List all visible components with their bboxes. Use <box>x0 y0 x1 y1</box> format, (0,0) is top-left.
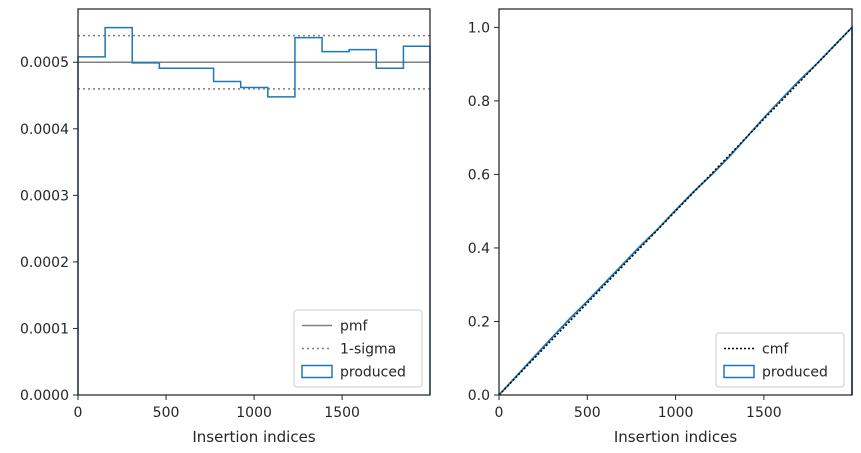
y-tick-label: 0.0005 <box>20 55 69 71</box>
y-tick-label: 0.2 <box>468 314 490 330</box>
y-tick-label: 0.6 <box>468 167 490 183</box>
x-tick-label: 1000 <box>236 405 272 421</box>
x-tick-label: 500 <box>574 405 601 421</box>
legend-handle-produced <box>301 364 333 379</box>
legend: pmf 1-sigma produced <box>293 309 423 388</box>
legend-label-pmf: pmf <box>340 319 369 335</box>
x-tick-label: 0 <box>74 405 83 421</box>
y-tick-label: 0.0 <box>468 388 490 404</box>
y-tick-label: 0.0003 <box>20 188 69 204</box>
legend-label-cmf: cmf <box>762 342 789 358</box>
legend-label-produced: produced <box>340 365 406 381</box>
legend-box <box>715 332 845 388</box>
x-tick-label: 1000 <box>658 405 694 421</box>
y-tick-label: 0.0002 <box>20 255 69 271</box>
legend-label-sigma: 1-sigma <box>340 342 396 358</box>
legend-label-produced: produced <box>762 365 828 381</box>
y-tick-label: 0.0004 <box>20 122 69 138</box>
legend-box <box>293 309 423 388</box>
x-axis-label: Insertion indices <box>614 428 737 446</box>
x-tick-label: 0 <box>495 405 504 421</box>
y-tick-label: 0.0001 <box>20 321 69 337</box>
pmf-chart: 0 500 1000 1500 0.0000 0.0001 0.0002 0.0003 0.00… <box>20 8 431 446</box>
x-tick-label: 1500 <box>324 405 360 421</box>
y-tick-label: 1.0 <box>468 20 490 36</box>
cmf-chart: 0 500 1000 1500 0.0 0.2 0.4 0.6 0.8 1.0 Insertion … <box>468 8 853 446</box>
produced-histogram <box>77 26 431 395</box>
cmf-line <box>498 26 853 396</box>
x-tick-label: 1500 <box>746 405 782 421</box>
y-tick-label: 0.0000 <box>20 388 69 404</box>
legend: cmf produced <box>715 332 845 388</box>
y-tick-label: 0.4 <box>468 241 490 257</box>
legend-handle-produced <box>723 364 755 379</box>
x-tick-label: 500 <box>153 405 180 421</box>
x-axis-label: Insertion indices <box>192 428 315 446</box>
y-tick-label: 0.8 <box>468 94 490 110</box>
